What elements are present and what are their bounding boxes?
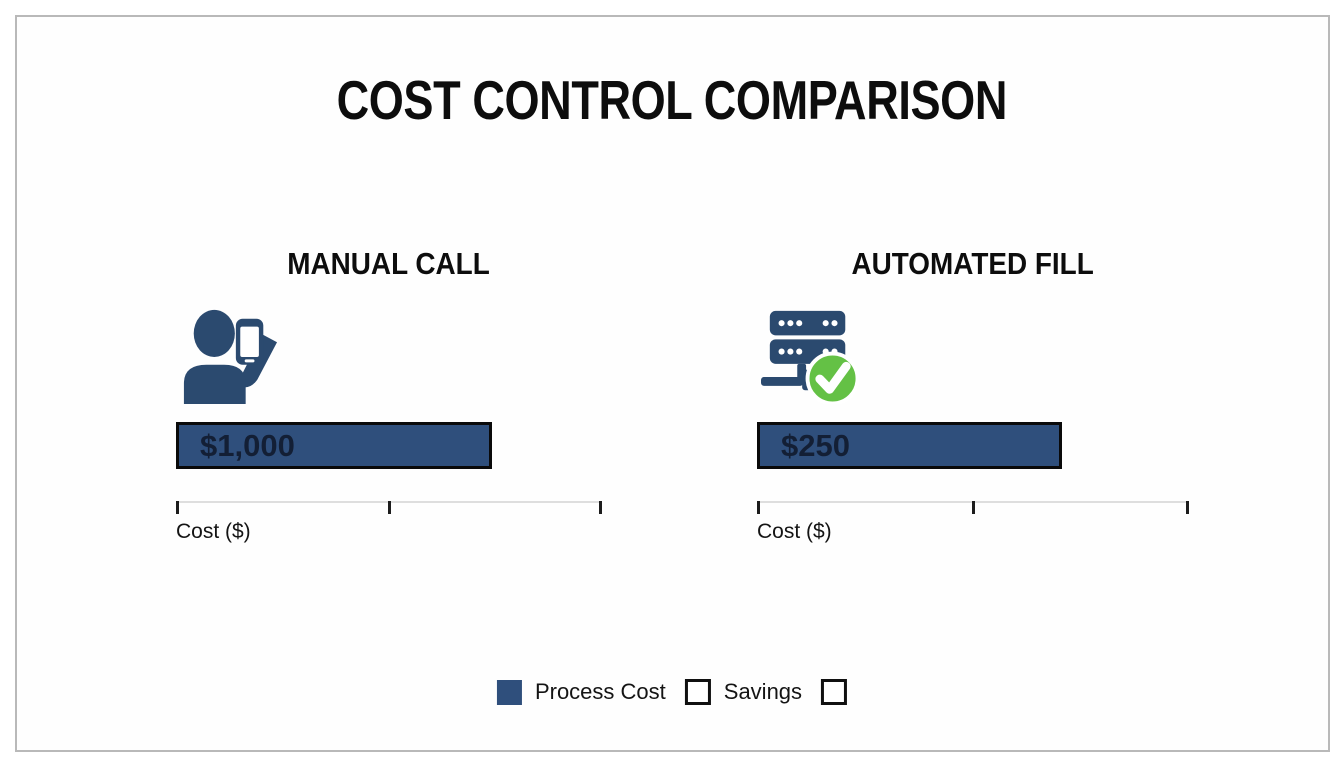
legend-item-process-cost: Process Cost — [496, 679, 666, 705]
panel-heading-label: AUTOMATED FILL — [851, 246, 1095, 281]
person-on-phone-icon — [180, 306, 278, 404]
axis-tick — [757, 501, 760, 514]
legend-swatch-outline — [684, 679, 711, 705]
legend-label: Process Cost — [534, 679, 666, 704]
axis-tick — [388, 501, 391, 514]
legend-item-unlabeled — [821, 679, 848, 705]
check-icon — [815, 361, 851, 394]
panel-automated-fill: AUTOMATED FILL $250 Cost ($) — [757, 240, 1189, 570]
panel-heading: MANUAL CALL — [176, 246, 602, 282]
axis-tick — [972, 501, 975, 514]
panel-heading: AUTOMATED FILL — [757, 246, 1189, 282]
x-axis — [176, 501, 602, 517]
axis-tick — [599, 501, 602, 514]
x-axis-label: Cost ($) — [176, 520, 251, 543]
bar-automated-fill: $250 — [757, 422, 1062, 469]
legend-label: Savings — [723, 679, 803, 704]
axis-tick — [176, 501, 179, 514]
x-axis-label: Cost ($) — [757, 520, 832, 543]
chart-title-row: COST CONTROL COMPARISON — [0, 68, 1344, 132]
legend-item-savings: Savings — [684, 679, 803, 705]
page-title: COST CONTROL COMPARISON — [336, 69, 1008, 131]
bar-value-label: $250 — [781, 427, 850, 463]
bar-manual-call: $1,000 — [176, 422, 492, 469]
legend-swatch-filled — [496, 679, 522, 705]
bar-value-label: $1,000 — [200, 427, 295, 463]
server-check-icon — [761, 306, 859, 404]
legend: Process Cost Savings — [496, 679, 848, 705]
panel-manual-call: MANUAL CALL $1,000 Cost ($) — [176, 240, 602, 570]
x-axis — [757, 501, 1189, 517]
legend-swatch-outline — [821, 679, 848, 705]
axis-tick — [1186, 501, 1189, 514]
panel-heading-label: MANUAL CALL — [287, 246, 491, 281]
